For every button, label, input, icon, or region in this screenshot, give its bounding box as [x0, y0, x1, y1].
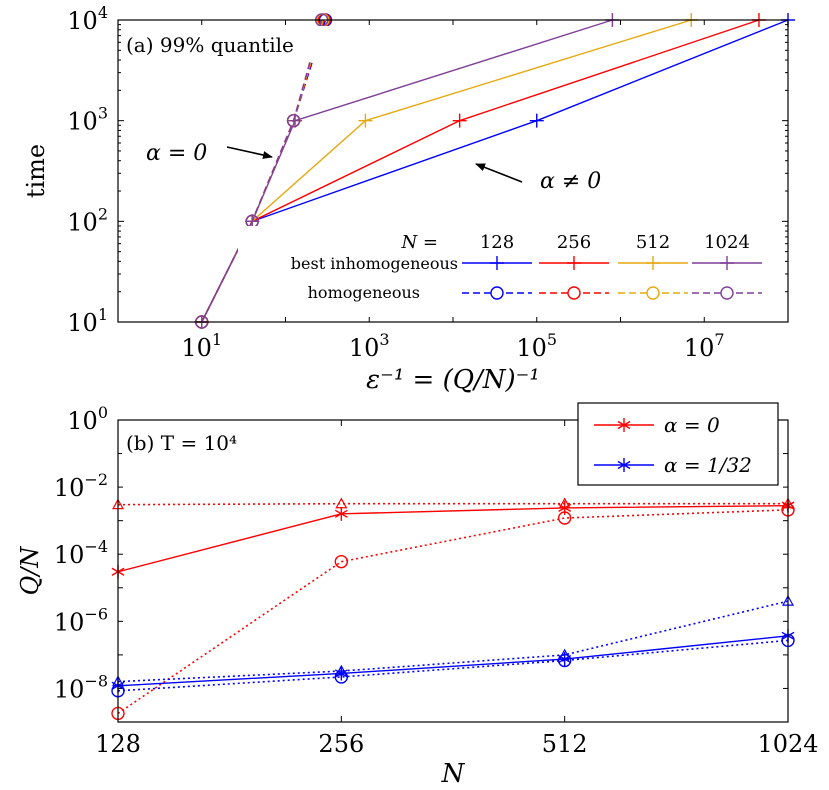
legend-n-header: N = [400, 232, 438, 253]
b-series-0-point-1 [334, 506, 348, 521]
b-xtick-label-0: 128 [95, 730, 141, 758]
panel-a-y-axis-label: time [22, 144, 50, 198]
panel-a-title: (a) 99% quantile [126, 33, 294, 57]
b-ytick-label-3: 10−6 [54, 604, 108, 636]
b-series-3-point-1 [334, 666, 348, 681]
panel-a-chart: 101 103 105 107 101 102 103 104 (a) 99% quantil… [22, 3, 795, 395]
panel-a-legend-bg [238, 226, 778, 308]
legend-alpha-132: α = 1/32 [664, 453, 752, 477]
panel-a-title-bg [122, 26, 332, 60]
panel-b-ticks: 128 256 512 1024 100 10−2 10−4 10−6 10−8 [54, 403, 819, 758]
b-ytick-label-0: 100 [67, 403, 108, 435]
b-series-1-point-2 [558, 497, 571, 509]
annotation-alpha-nonzero: α ≠ 0 [540, 169, 601, 194]
panel-b-legend-samples [594, 418, 654, 472]
legend-col-512: 512 [636, 232, 670, 253]
panel-b-chart: 128 256 512 1024 100 10−2 10−4 10−6 10−8 (b) T =… [16, 402, 819, 789]
a-legend-hom-marker-0 [490, 286, 504, 300]
a-xtick-label-2: 105 [516, 330, 557, 362]
b-series-5-point-1 [334, 670, 349, 684]
a-series-2-point-2 [358, 113, 373, 128]
legend-alpha-zero: α = 0 [664, 413, 720, 437]
annotation-alpha-zero-arrow [226, 146, 273, 159]
panel-b-legend-box [577, 402, 779, 486]
b-legend-marker-0 [617, 418, 631, 432]
b-xtick-label-1: 256 [318, 730, 364, 758]
panel-a-ylabel: time [22, 144, 50, 198]
a-legend-inh-marker-0 [490, 256, 504, 270]
panel-b-ylabel: Q/N [16, 546, 44, 596]
b-ytick-label-4: 10−8 [54, 671, 108, 703]
panel-b-title-bg [122, 426, 262, 460]
b-ytick-label-2: 10−4 [54, 537, 108, 569]
b-series-2-point-1 [334, 554, 349, 569]
b-series-5-point-2 [557, 653, 572, 668]
legend-row-inhomogeneous: best inhomogeneous [291, 254, 458, 273]
b-series-5-line [117, 639, 789, 692]
a-legend-hom-marker-3 [720, 286, 734, 300]
panel-b-frame [117, 419, 789, 723]
b-ytick-label-1: 10−2 [54, 470, 108, 502]
a-ytick-label-0: 101 [67, 305, 108, 337]
panel-a-ticks: 101 103 105 107 101 102 103 104 [67, 3, 789, 362]
a-series-7-line [201, 19, 323, 323]
b-legend-marker-1 [617, 458, 631, 472]
annotation-alpha-zero: α = 0 [146, 141, 207, 166]
a-xtick-label-0: 101 [181, 330, 222, 362]
b-xtick-label-2: 512 [542, 730, 588, 758]
legend-col-256: 256 [557, 232, 591, 253]
a-series-0-point-2 [529, 113, 544, 128]
panel-b-legend: α = 0 α = 1/32 [577, 402, 779, 486]
b-series-1-line [117, 502, 788, 506]
b-xtick-label-3: 1024 [757, 730, 818, 758]
a-legend-inh-marker-3 [720, 256, 734, 270]
a-xtick-label-3: 107 [684, 330, 725, 362]
b-series-1-point-1 [335, 497, 348, 509]
legend-col-128: 128 [480, 232, 514, 253]
panel-b-y-axis-label: Q/N [16, 546, 44, 596]
a-ytick-label-1: 102 [67, 204, 108, 236]
a-ytick-label-3: 104 [67, 3, 108, 35]
panel-a-frame [117, 19, 789, 323]
b-series-2-line [117, 509, 789, 715]
b-series-0-line [117, 504, 789, 573]
b-series-3-line [117, 635, 789, 687]
panel-a-xlabel: ε⁻¹ = (Q/N)⁻¹ [366, 365, 540, 395]
b-series-4-point-1 [335, 664, 348, 676]
a-legend-inh-marker-1 [567, 256, 581, 270]
legend-row-homogeneous: homogeneous [308, 283, 420, 302]
panel-b-title: (b) T = 10⁴ [126, 431, 237, 455]
panel-b-xlabel: N [441, 759, 466, 789]
panel-a-legend: N = 128 256 512 1024 best inhomogeneous … [238, 226, 778, 308]
a-legend-hom-marker-2 [646, 286, 660, 300]
annotation-alpha-nonzero-arrow [475, 163, 523, 183]
a-legend-hom-marker-1 [567, 286, 581, 300]
b-series-4-line [117, 600, 789, 683]
a-ytick-label-2: 103 [67, 104, 108, 136]
legend-col-1024: 1024 [704, 232, 750, 253]
a-series-1-point-2 [452, 113, 467, 128]
a-series-7-point-2 [286, 113, 301, 128]
panel-a-legend-samples [462, 256, 762, 300]
b-series-2-point-2 [557, 511, 572, 525]
panel-b-series [111, 497, 795, 721]
a-xtick-label-1: 103 [349, 330, 390, 362]
a-legend-inh-marker-2 [646, 256, 660, 270]
